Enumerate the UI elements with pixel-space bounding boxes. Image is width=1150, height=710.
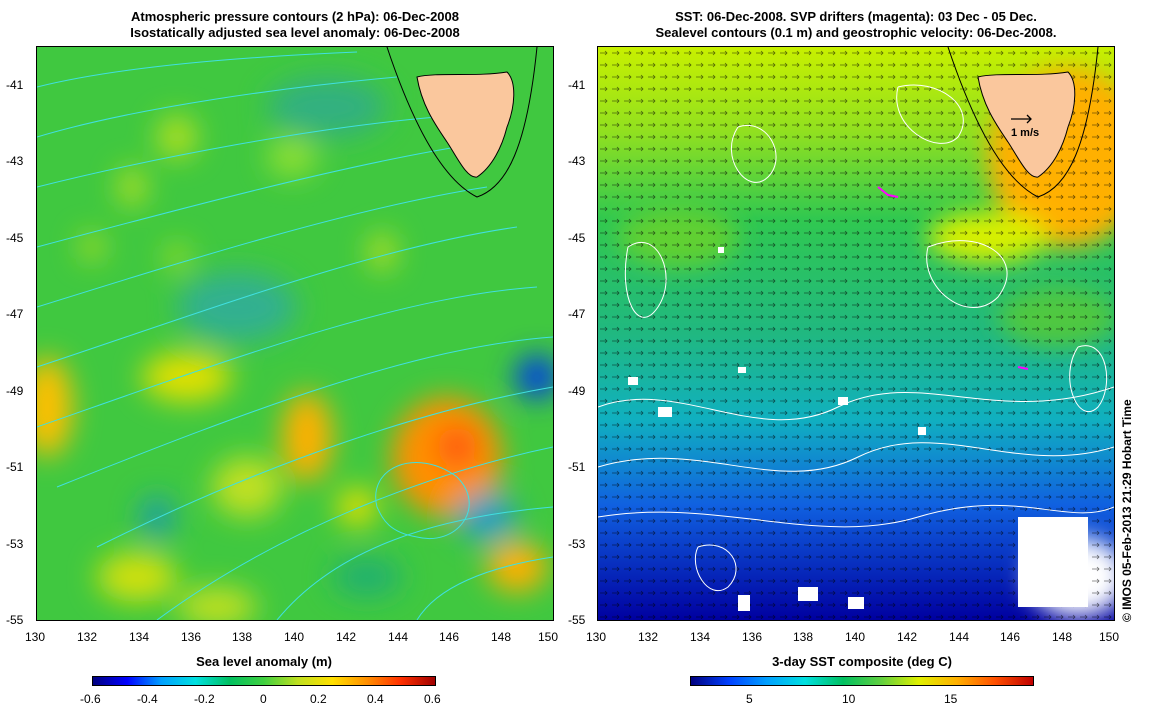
lon-tick: 148 <box>1052 630 1073 644</box>
right-title-line1: SST: 06-Dec-2008. SVP drifters (magenta)… <box>675 9 1037 24</box>
colorbar-tick: -0.2 <box>194 692 215 706</box>
sst-map: 1 m/s <box>597 46 1115 621</box>
lon-tick: 132 <box>77 630 98 644</box>
colorbar-tick: -0.4 <box>137 692 158 706</box>
lon-tick: 138 <box>232 630 253 644</box>
sla-map-graphic <box>37 47 553 620</box>
lon-tick: 144 <box>388 630 409 644</box>
lat-tick: -45 <box>568 231 586 245</box>
lat-tick: -47 <box>568 307 586 321</box>
credit-text: © IMOS 05-Feb-2013 21:29 Hobart Time <box>1120 399 1134 622</box>
lon-tick: 150 <box>538 630 559 644</box>
tasmania-landmass <box>386 47 538 198</box>
lon-tick: 146 <box>1000 630 1021 644</box>
lat-tick: -43 <box>568 154 586 168</box>
lat-tick: -51 <box>568 460 586 474</box>
lat-tick: -47 <box>6 307 24 321</box>
lon-tick: 130 <box>25 630 46 644</box>
lon-tick: 138 <box>793 630 814 644</box>
colorbar-tick: 10 <box>842 692 856 706</box>
tasmania-landmass-sst <box>947 47 1099 198</box>
lon-tick: 136 <box>181 630 202 644</box>
right-colorbar-label: 3-day SST composite (deg C) <box>772 654 952 669</box>
right-title: SST: 06-Dec-2008. SVP drifters (magenta)… <box>597 9 1115 41</box>
left-title-line2: Isostatically adjusted sea level anomaly… <box>130 25 460 40</box>
lat-tick: -49 <box>568 384 586 398</box>
lon-tick: 148 <box>491 630 512 644</box>
lon-tick: 140 <box>284 630 305 644</box>
colorbar-tick: 0.6 <box>424 692 441 706</box>
colorbar-tick: 5 <box>746 692 753 706</box>
lat-tick: -53 <box>568 537 586 551</box>
left-title-line1: Atmospheric pressure contours (2 hPa): 0… <box>131 9 459 24</box>
drifters <box>877 186 1029 370</box>
lat-tick: -41 <box>6 78 24 92</box>
sst-map-graphic <box>598 47 1114 620</box>
colorbar-tick: 15 <box>944 692 958 706</box>
lon-tick: 136 <box>742 630 763 644</box>
lat-tick: -45 <box>6 231 24 245</box>
sla-colorbar <box>92 676 436 686</box>
lat-tick: -49 <box>6 384 24 398</box>
sea-level-anomaly-map <box>36 46 554 621</box>
colorbar-tick: 0.4 <box>367 692 384 706</box>
lon-tick: 142 <box>336 630 357 644</box>
colorbar-tick: 0.2 <box>310 692 327 706</box>
sla-anomaly-field <box>37 77 553 620</box>
lon-tick: 132 <box>638 630 659 644</box>
lon-tick: 134 <box>690 630 711 644</box>
lon-tick: 146 <box>439 630 460 644</box>
sealevel-contours <box>598 84 1114 592</box>
pressure-contours <box>37 51 553 620</box>
velocity-reference-label: 1 m/s <box>1011 127 1040 139</box>
lon-tick: 134 <box>129 630 150 644</box>
left-title: Atmospheric pressure contours (2 hPa): 0… <box>36 9 554 41</box>
lat-tick: -55 <box>6 613 24 627</box>
colorbar-tick: 0 <box>260 692 267 706</box>
colorbar-tick: -0.6 <box>80 692 101 706</box>
lat-tick: -41 <box>568 78 586 92</box>
right-title-line2: Sealevel contours (0.1 m) and geostrophi… <box>655 25 1057 40</box>
lon-tick: 130 <box>586 630 607 644</box>
reference-arrow-icon <box>1011 114 1032 124</box>
cloud-mask <box>628 247 1088 611</box>
lat-tick: -55 <box>568 613 586 627</box>
lon-tick: 140 <box>845 630 866 644</box>
sst-colorbar <box>690 676 1034 686</box>
lat-tick: -53 <box>6 537 24 551</box>
lat-tick: -51 <box>6 460 24 474</box>
left-colorbar-label: Sea level anomaly (m) <box>196 654 332 669</box>
lat-tick: -43 <box>6 154 24 168</box>
lon-tick: 142 <box>897 630 918 644</box>
lon-tick: 144 <box>949 630 970 644</box>
lon-tick: 150 <box>1099 630 1120 644</box>
